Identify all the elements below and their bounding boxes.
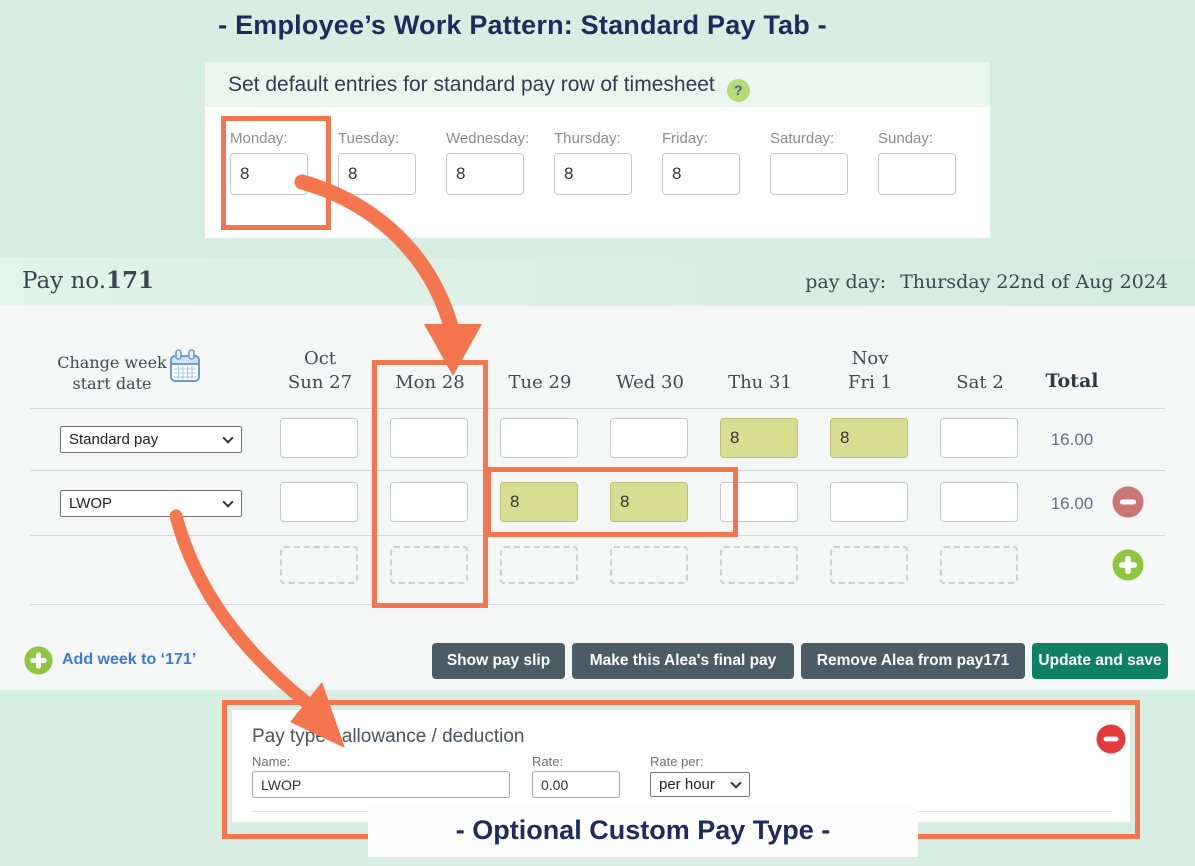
pay-type-select-row1[interactable]: Standard pay <box>60 426 242 453</box>
page-title: - Employee’s Work Pattern: Standard Pay … <box>218 10 827 40</box>
tuesday-hours-input[interactable] <box>338 153 416 195</box>
pay-number: Pay no.171 <box>22 267 154 294</box>
row1-tue29-input[interactable] <box>500 418 578 458</box>
pay-header-bar: Pay no.171 pay day: Thursday 22nd of Aug … <box>0 258 1195 306</box>
monday-label: Monday: <box>230 130 288 147</box>
row3-sat2-ghost-input[interactable] <box>940 546 1018 584</box>
sunday-label: Sunday: <box>878 130 934 147</box>
saturday-hours-input[interactable] <box>770 153 848 195</box>
tuesday-label: Tuesday: <box>338 130 400 147</box>
row2-total: 16.00 <box>1050 494 1094 513</box>
row2-mon28-input[interactable] <box>390 482 468 522</box>
rate-input[interactable] <box>532 771 620 798</box>
wednesday-hours-input[interactable] <box>446 153 524 195</box>
row2-wed30-input[interactable] <box>610 482 688 522</box>
day-header-thu31: Thu 31 <box>728 372 792 393</box>
row1-fri1-input[interactable] <box>830 418 908 458</box>
month-header-nov: Nov <box>851 348 889 369</box>
day-header-sat2: Sat 2 <box>956 372 1004 393</box>
pay-type-name-input[interactable] <box>252 771 510 798</box>
pay-day-label: pay day: <box>805 271 887 293</box>
chevron-down-icon <box>222 432 234 444</box>
row3-fri1-ghost-input[interactable] <box>830 546 908 584</box>
day-header-tue29: Tue 29 <box>508 372 572 393</box>
rate-per-select[interactable]: per hour <box>650 772 750 797</box>
row3-thu31-ghost-input[interactable] <box>720 546 798 584</box>
help-icon[interactable]: ? <box>726 79 750 102</box>
final-pay-button[interactable]: Make this Alea's final pay <box>572 643 794 679</box>
pay-day: pay day: Thursday 22nd of Aug 2024 <box>805 271 1168 293</box>
pay-number-label: Pay no. <box>22 268 107 294</box>
update-and-save-button[interactable]: Update and save <box>1032 643 1168 679</box>
add-week-icon[interactable] <box>24 646 53 675</box>
change-week-line2: start date <box>72 373 152 393</box>
pay-type-select-row2-value: LWOP <box>69 495 113 512</box>
remove-pay-type-icon[interactable] <box>1096 724 1126 754</box>
add-week-link[interactable]: Add week to ‘171’ <box>62 651 197 668</box>
change-week-start-date-label[interactable]: Change week start date <box>52 353 172 395</box>
pay-number-value: 171 <box>106 267 155 294</box>
saturday-label: Saturday: <box>770 130 835 147</box>
defaults-panel-header: Set default entries for standard pay row… <box>205 62 990 107</box>
row2-sat2-input[interactable] <box>940 482 1018 522</box>
add-row-icon[interactable] <box>1112 549 1144 581</box>
day-header-fri1: Fri 1 <box>847 372 893 393</box>
pay-day-value: Thursday 22nd of Aug 2024 <box>900 271 1168 293</box>
row2-tue29-input[interactable] <box>500 482 578 522</box>
row1-sun27-input[interactable] <box>280 418 358 458</box>
rate-per-label: Rate per: <box>650 754 704 769</box>
pay-type-select-row1-value: Standard pay <box>69 431 159 448</box>
row1-sat2-input[interactable] <box>940 418 1018 458</box>
row3-mon28-ghost-input[interactable] <box>390 546 468 584</box>
divider <box>30 604 1165 605</box>
row1-total: 16.00 <box>1050 430 1094 449</box>
sunday-hours-input[interactable] <box>878 153 956 195</box>
remove-from-pay-button[interactable]: Remove Alea from pay171 <box>801 643 1025 679</box>
defaults-title-text: Set default entries for standard pay row… <box>228 73 715 96</box>
row2-sun27-input[interactable] <box>280 482 358 522</box>
month-header-oct: Oct <box>303 348 337 369</box>
row1-mon28-input[interactable] <box>390 418 468 458</box>
friday-label: Friday: <box>662 130 708 147</box>
timesheet-section: Change week start date Oct Nov Sun 27 Mo… <box>0 306 1195 690</box>
calendar-icon[interactable] <box>168 348 202 384</box>
wednesday-label: Wednesday: <box>446 130 530 147</box>
remove-row-icon[interactable] <box>1112 486 1144 518</box>
show-pay-slip-button[interactable]: Show pay slip <box>432 643 565 679</box>
chevron-down-icon <box>730 777 742 789</box>
change-week-line1: Change week <box>57 353 167 372</box>
rate-label: Rate: <box>532 754 564 769</box>
friday-hours-input[interactable] <box>662 153 740 195</box>
divider <box>30 535 1165 536</box>
standard-pay-defaults-panel: Set default entries for standard pay row… <box>205 62 990 238</box>
day-header-wed30: Wed 30 <box>616 372 684 393</box>
monday-hours-input[interactable] <box>230 153 308 195</box>
divider <box>30 470 1165 471</box>
row1-thu31-input[interactable] <box>720 418 798 458</box>
row2-thu31-input[interactable] <box>720 482 798 522</box>
chevron-down-icon <box>222 496 234 508</box>
custom-pay-panel-title: Pay type / allowance / deduction <box>252 726 525 747</box>
name-label: Name: <box>252 754 291 769</box>
pay-type-select-row2[interactable]: LWOP <box>60 490 242 517</box>
row3-tue29-ghost-input[interactable] <box>500 546 578 584</box>
rate-per-select-value: per hour <box>659 776 715 793</box>
row3-sun27-ghost-input[interactable] <box>280 546 358 584</box>
row2-fri1-input[interactable] <box>830 482 908 522</box>
total-column-header: Total <box>1045 370 1099 392</box>
bottom-caption: - Optional Custom Pay Type - <box>368 803 918 857</box>
row3-wed30-ghost-input[interactable] <box>610 546 688 584</box>
thursday-label: Thursday: <box>554 130 621 147</box>
divider <box>30 408 1165 409</box>
row1-wed30-input[interactable] <box>610 418 688 458</box>
thursday-hours-input[interactable] <box>554 153 632 195</box>
defaults-panel-title: Set default entries for standard pay row… <box>228 62 750 107</box>
day-header-sun27: Sun 27 <box>287 372 353 393</box>
day-header-mon28: Mon 28 <box>395 372 465 393</box>
